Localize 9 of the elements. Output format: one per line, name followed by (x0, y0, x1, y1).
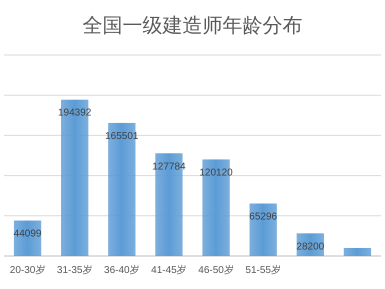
x-tick-label: 36-40岁 (104, 264, 140, 276)
x-tick-label: 20-30岁 (10, 264, 46, 276)
chart-title: 全国一级建造师年龄分布 (82, 13, 302, 37)
x-tick-label: 31-35岁 (56, 264, 92, 276)
data-label: 65296 (249, 212, 278, 222)
data-label: 28200 (296, 241, 325, 252)
x-tick-label: 51-55岁 (245, 264, 281, 276)
x-tick-label: 46-50岁 (198, 264, 234, 276)
x-tick-label: 41-45岁 (151, 264, 187, 276)
